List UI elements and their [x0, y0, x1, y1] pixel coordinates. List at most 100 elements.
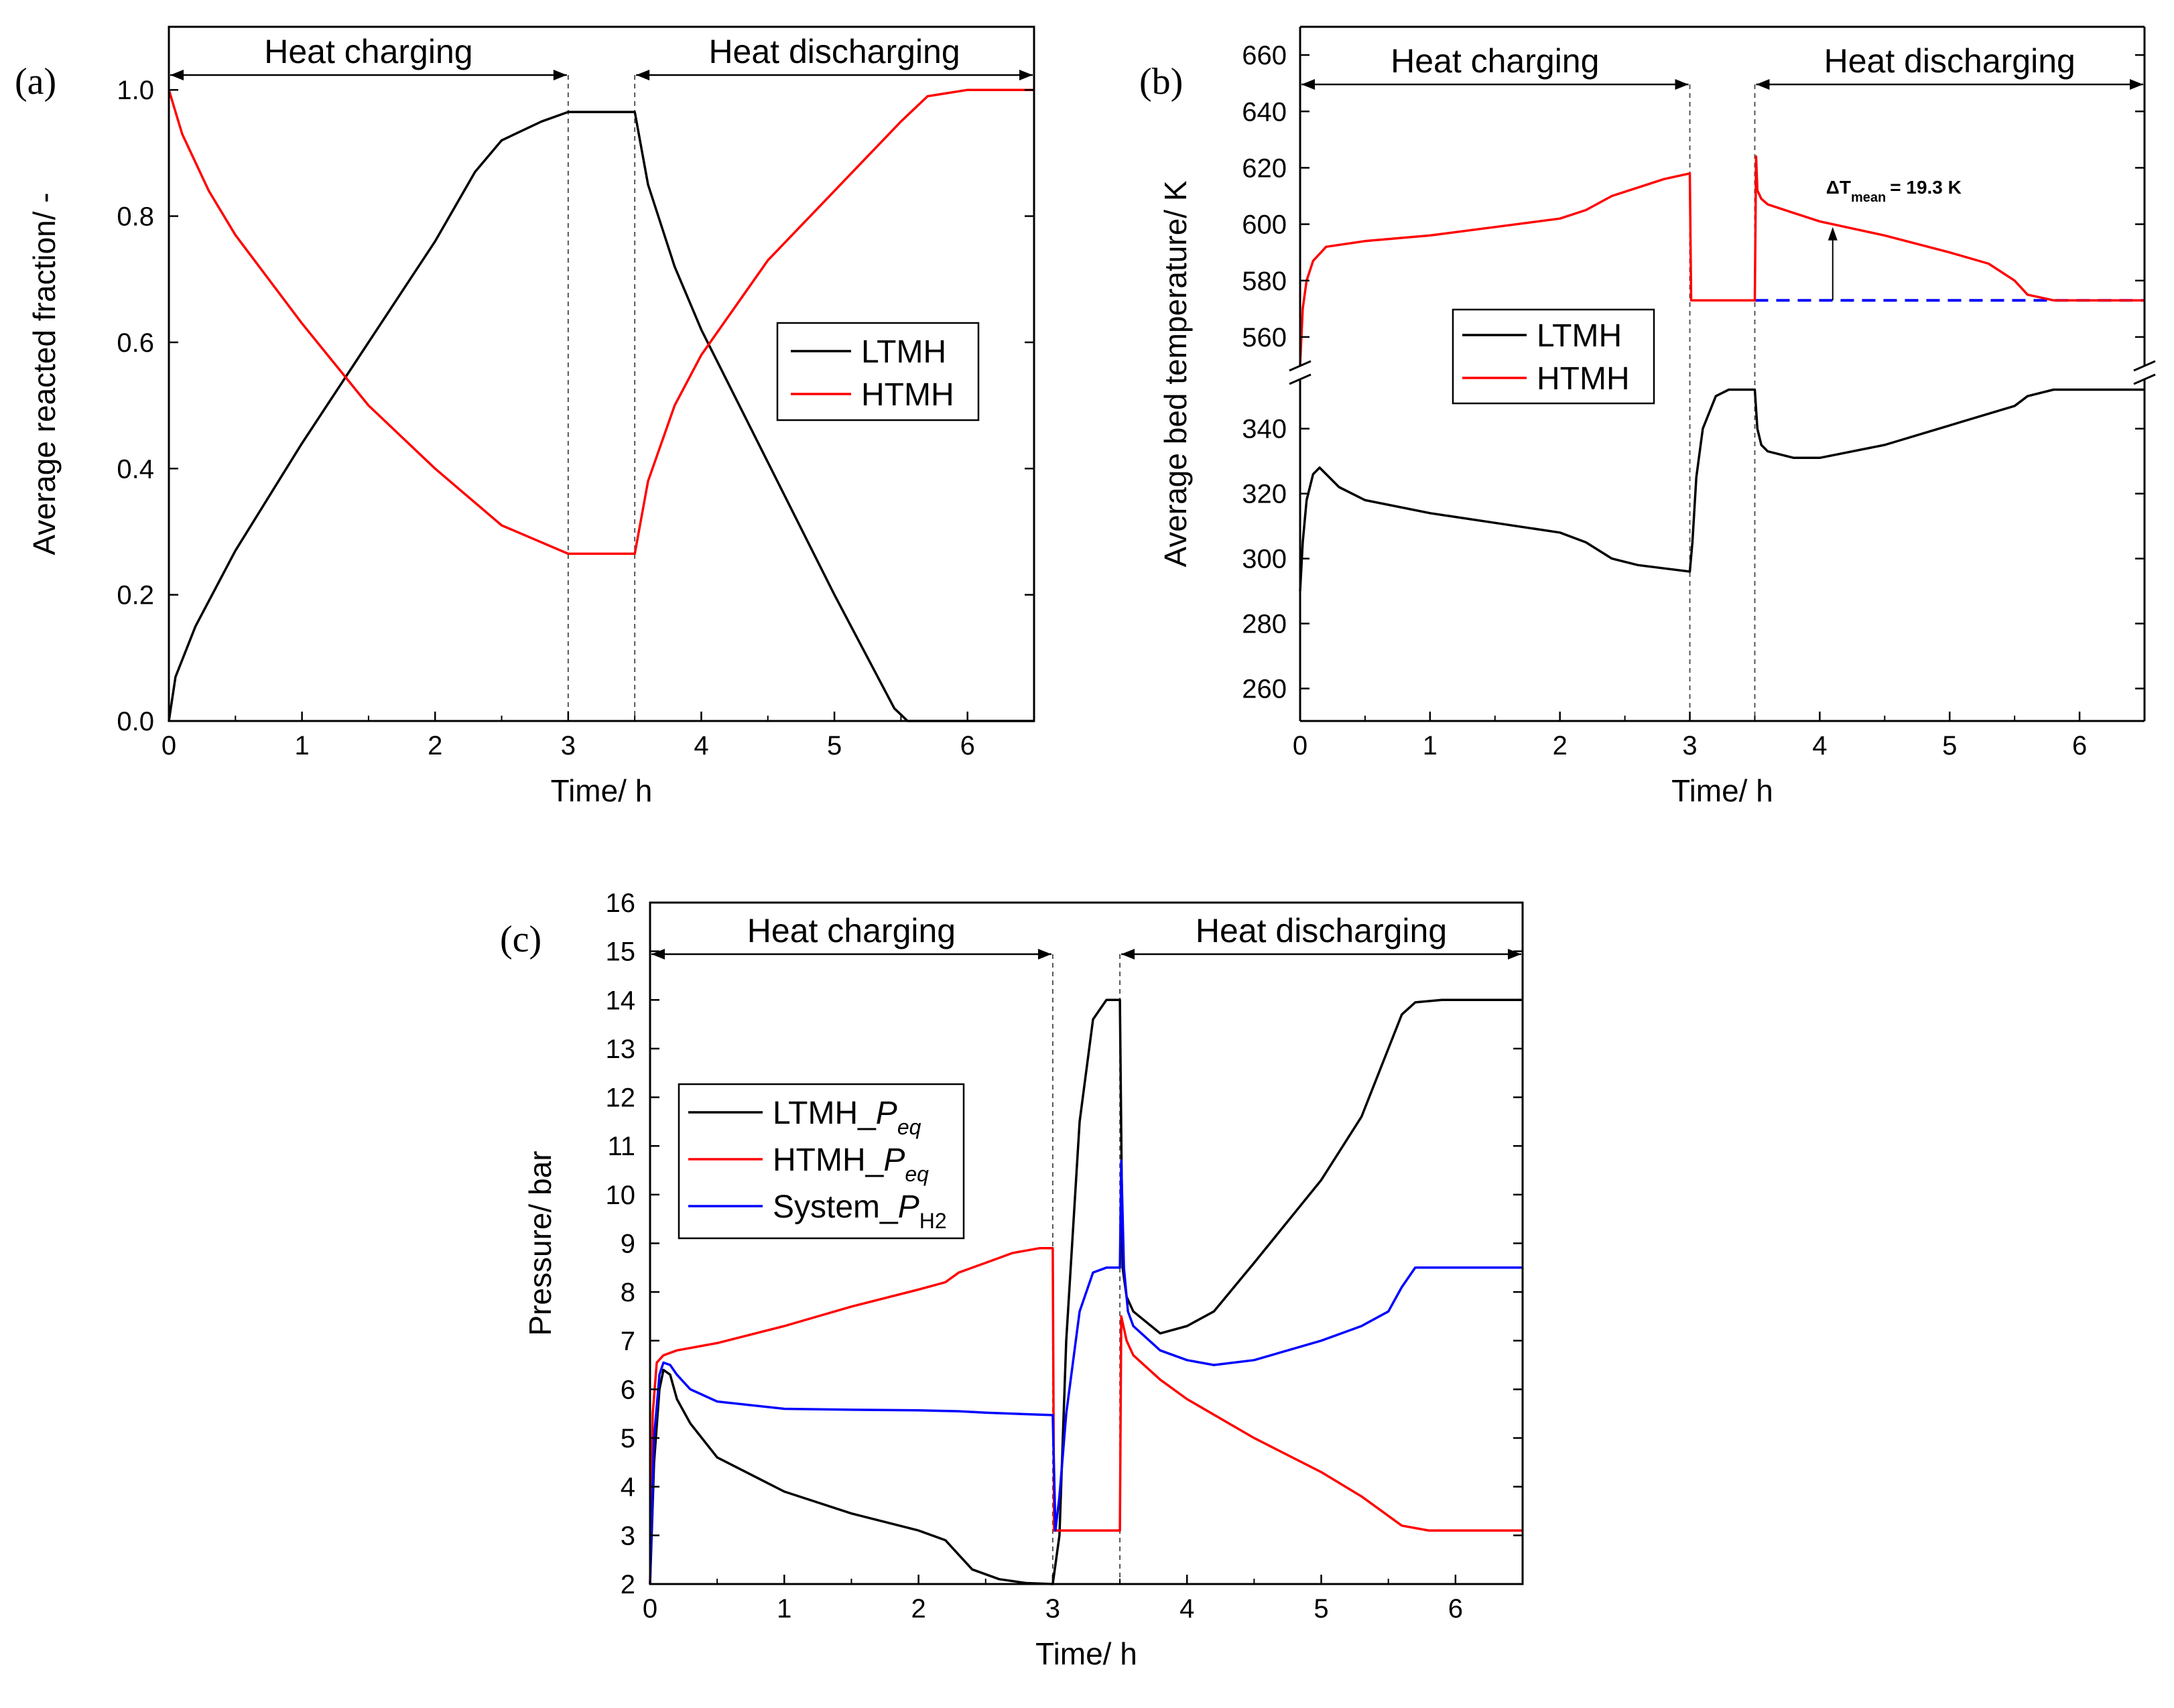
y-tick-label: 12: [606, 1083, 636, 1113]
y-tick-label: 0.4: [117, 454, 154, 484]
y-axis-label: Pressure/ bar: [523, 1151, 558, 1335]
y-tick-label: 0.0: [117, 707, 154, 736]
phase-arrow-head-right: [1019, 70, 1033, 80]
y-tick-label: 0.8: [117, 202, 154, 232]
series-line-htmh: [1299, 155, 2145, 366]
y-tick-label: 620: [1242, 153, 1287, 183]
panel-b-bed-temperature-chart: Heat charging Heat discharging ΔTmean = 19.…: [1139, 25, 2156, 808]
axis-break-mark: [2133, 360, 2156, 372]
series-line-ltmh_peq: [649, 998, 1523, 1585]
y-tick-label: 660: [1242, 41, 1287, 70]
y-tick-label: 5: [621, 1424, 635, 1453]
phase-arrow-head-left: [651, 949, 665, 960]
annotation-subscript: mean: [1851, 190, 1886, 205]
phase-label-charging: Heat charging: [747, 912, 956, 949]
y-tick-label: 0.6: [117, 328, 154, 358]
x-tick-label: 5: [1942, 731, 1957, 761]
series-line-htmh: [168, 88, 1034, 555]
legend-label: HTMH: [861, 377, 954, 413]
y-tick-label: 7: [621, 1327, 635, 1356]
y-tick-label: 600: [1242, 210, 1287, 240]
x-axis-label: Time/ h: [1671, 773, 1773, 808]
phase-label-charging: Heat charging: [264, 33, 472, 70]
series-line-system_ph2: [649, 1159, 1523, 1585]
y-tick-label: 2: [621, 1570, 635, 1599]
x-tick-label: 4: [1179, 1594, 1194, 1624]
legend-label-subscript: eq: [897, 1115, 921, 1139]
delta-t-annotation: ΔTmean = 19.3 K: [1826, 177, 1962, 205]
y-tick-label: 1.0: [117, 76, 154, 105]
legend-label-main: HTMH_: [773, 1142, 885, 1178]
y-tick-label: 9: [621, 1230, 635, 1259]
legend-box: [776, 322, 980, 421]
axis-break-mark: [1289, 360, 1312, 372]
phase-arrow-head-left: [170, 70, 184, 80]
axis-break-mark: [2133, 373, 2156, 385]
panel-label: (b): [1139, 61, 1183, 103]
legend-label-main: System_: [773, 1189, 899, 1225]
x-tick-label: 1: [777, 1594, 791, 1624]
x-tick-label: 4: [694, 731, 708, 761]
series-line-ltmh: [1299, 388, 2145, 592]
phase-arrow-head-right: [1508, 949, 1521, 960]
annotation-suffix: = 19.3 K: [1890, 177, 1962, 198]
y-tick-label: 16: [606, 889, 636, 918]
legend-label-subscript: eq: [905, 1162, 929, 1186]
y-tick-label: 640: [1242, 97, 1287, 127]
annotation-arrow-head: [1828, 226, 1838, 241]
y-tick-label: 11: [607, 1132, 635, 1161]
y-tick-label: 3: [621, 1521, 635, 1551]
x-tick-label: 6: [960, 731, 975, 761]
panel-c-pressure-chart: Heat charging Heat discharging23456789101…: [500, 889, 1524, 1671]
x-tick-label: 5: [1314, 1594, 1328, 1624]
plot-frame: [168, 25, 1035, 722]
phase-arrow-head-right: [2130, 79, 2143, 90]
x-tick-label: 0: [1293, 731, 1307, 761]
x-tick-label: 3: [1045, 1594, 1060, 1624]
legend-label: HTMH_Peq: [773, 1142, 929, 1186]
y-tick-label: 15: [606, 937, 636, 967]
legend-label-italic: P: [883, 1142, 905, 1178]
legend-label-subscript: H2: [919, 1209, 947, 1233]
y-tick-label: 340: [1242, 415, 1287, 444]
plot-frame: [649, 901, 1524, 1585]
series-line-ltmh: [168, 111, 1034, 722]
x-tick-label: 6: [2072, 731, 2087, 761]
phase-arrow-head-right: [1037, 949, 1051, 960]
y-tick-label: 560: [1242, 323, 1287, 352]
x-tick-label: 5: [827, 731, 842, 761]
phase-label-charging: Heat charging: [1391, 42, 1599, 80]
x-tick-label: 2: [1553, 731, 1568, 761]
legend-label-italic: P: [898, 1189, 919, 1225]
x-tick-label: 0: [643, 1594, 657, 1624]
x-axis-label: Time/ h: [1035, 1636, 1137, 1671]
y-tick-label: 320: [1242, 480, 1287, 509]
axis-break-mark: [1289, 373, 1312, 385]
legend-label: LTMH: [861, 334, 946, 370]
x-tick-label: 1: [1423, 731, 1437, 761]
series-line-htmh_peq: [649, 1247, 1523, 1585]
panel-label: (a): [15, 61, 56, 103]
y-tick-label: 280: [1242, 610, 1287, 639]
x-tick-label: 4: [1812, 731, 1827, 761]
y-tick-label: 8: [621, 1278, 635, 1307]
phase-arrow-head-right: [553, 70, 567, 80]
x-tick-label: 2: [911, 1594, 925, 1624]
y-tick-label: 6: [621, 1375, 635, 1404]
phase-arrow-head-left: [1121, 949, 1135, 960]
phase-label-discharging: Heat discharging: [1196, 912, 1447, 949]
x-tick-label: 2: [428, 731, 442, 761]
legend-label: HTMH: [1537, 361, 1630, 397]
y-tick-label: 580: [1242, 267, 1287, 296]
y-tick-label: 300: [1242, 545, 1287, 574]
legend-label: System_PH2: [773, 1189, 947, 1233]
phase-arrow-head-left: [1301, 79, 1315, 90]
y-tick-label: 0.2: [117, 581, 154, 610]
x-tick-label: 6: [1448, 1594, 1463, 1624]
phase-label-discharging: Heat discharging: [1824, 42, 2075, 80]
annotation-prefix: ΔT: [1826, 177, 1851, 198]
legend-label-main: LTMH_: [773, 1096, 877, 1131]
y-tick-label: 260: [1242, 675, 1287, 704]
y-tick-label: 4: [621, 1473, 635, 1502]
